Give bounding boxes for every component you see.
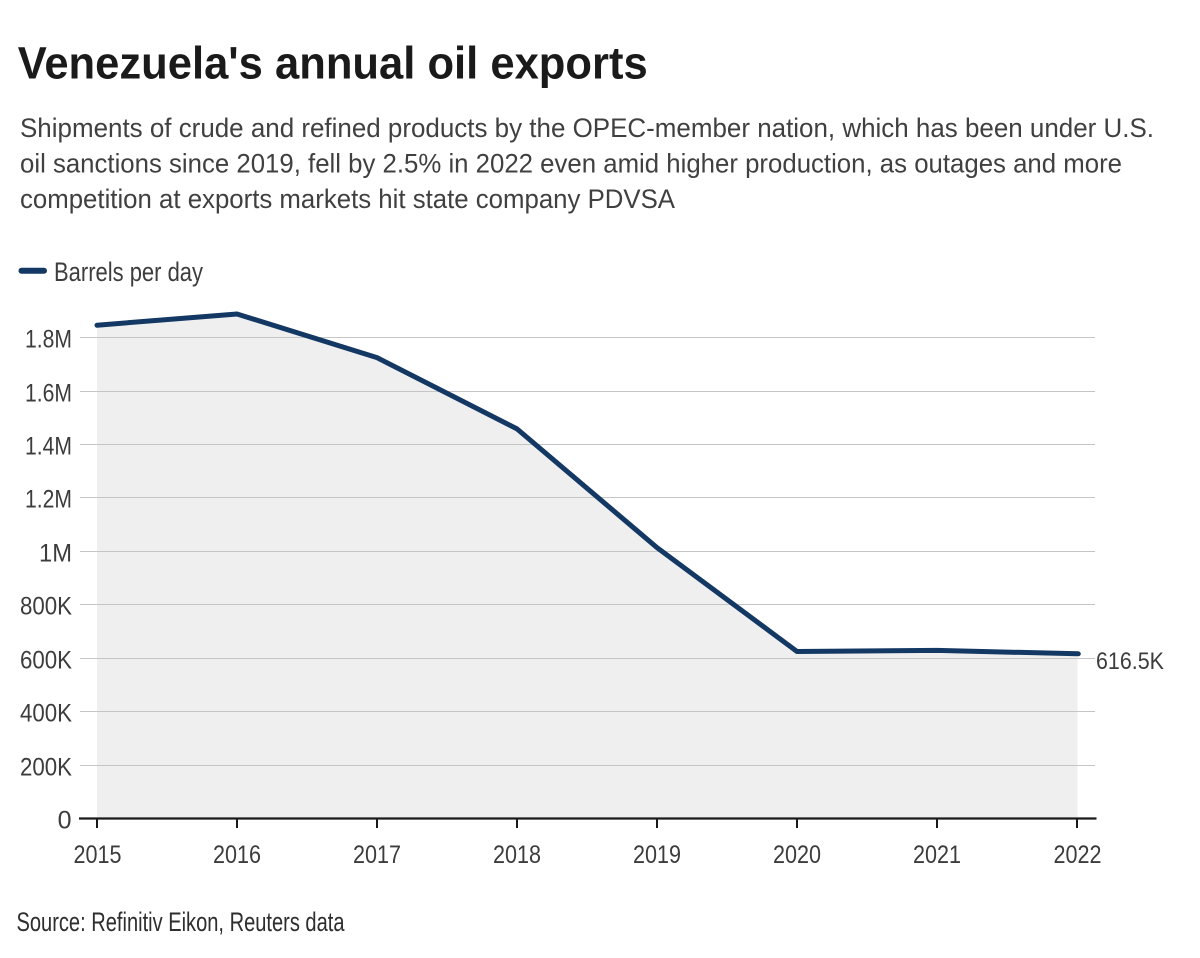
svg-text:2017: 2017 [353,841,401,869]
svg-text:600K: 600K [20,647,72,675]
svg-text:1.8M: 1.8M [25,326,72,354]
svg-text:oil sanctions since 2019, fell: oil sanctions since 2019, fell by 2.5% i… [20,148,1122,178]
svg-text:Shipments of crude and refined: Shipments of crude and refined products … [20,113,1154,143]
svg-text:competition at exports markets: competition at exports markets hit state… [20,184,675,214]
svg-text:1M: 1M [39,540,72,568]
svg-text:1.6M: 1.6M [25,380,72,408]
svg-text:200K: 200K [20,754,72,782]
svg-text:400K: 400K [20,700,72,728]
svg-text:2020: 2020 [773,841,821,869]
svg-text:616.5K: 616.5K [1096,648,1165,675]
svg-text:0: 0 [58,807,72,835]
svg-text:2018: 2018 [493,841,541,869]
svg-text:1.2M: 1.2M [25,486,72,514]
svg-text:Source: Refinitiv Eikon, Reute: Source: Refinitiv Eikon, Reuters data [17,907,345,937]
svg-text:2021: 2021 [913,841,961,869]
svg-text:Venezuela's annual oil exports: Venezuela's annual oil exports [18,37,648,88]
svg-text:2016: 2016 [213,841,261,869]
svg-text:2019: 2019 [633,841,681,869]
svg-text:1.4M: 1.4M [25,433,72,461]
svg-text:Barrels per day: Barrels per day [54,257,203,287]
svg-text:2022: 2022 [1054,841,1102,869]
svg-text:2015: 2015 [74,841,122,869]
svg-text:800K: 800K [20,593,72,621]
